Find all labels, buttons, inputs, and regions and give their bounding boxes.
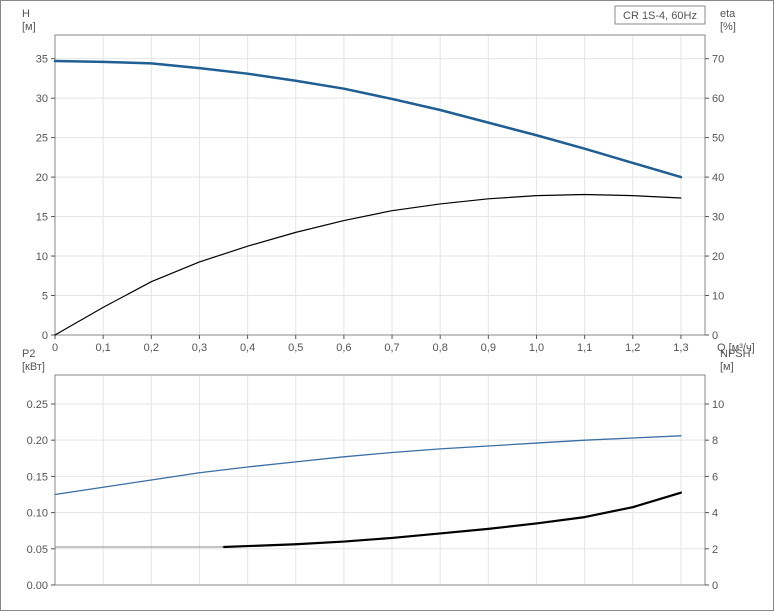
- tick-label-left: 5: [42, 291, 48, 303]
- tick-label-x: 0,5: [288, 342, 303, 354]
- tick-label-right: 30: [712, 212, 724, 224]
- axis-label-right: eta[%]: [720, 8, 736, 33]
- tick-label-left: 0.05: [27, 544, 48, 556]
- tick-label-x: 0,8: [433, 342, 448, 354]
- tick-label-x: 0,2: [144, 342, 159, 354]
- tick-label-left: 15: [36, 212, 48, 224]
- tick-label-left: 10: [36, 251, 48, 263]
- tick-label-right: 60: [712, 93, 724, 105]
- tick-label-x: 0,3: [192, 342, 207, 354]
- tick-label-left: 0.00: [27, 580, 48, 592]
- pump-curve-chart: 05101520253035010203040506070H[м]eta[%]0…: [0, 0, 774, 611]
- tick-label-right: 20: [712, 251, 724, 263]
- tick-label-x: 1,0: [529, 342, 544, 354]
- tick-label-x: 1,3: [673, 342, 688, 354]
- tick-label-left: 0: [42, 330, 48, 342]
- tick-label-right: 70: [712, 54, 724, 66]
- tick-label-right: 4: [712, 508, 718, 520]
- tick-label-x: 0,9: [481, 342, 496, 354]
- tick-label-x: 1,2: [625, 342, 640, 354]
- tick-label-right: 6: [712, 471, 718, 483]
- tick-label-left: 35: [36, 54, 48, 66]
- tick-label-right: 0: [712, 330, 718, 342]
- tick-label-left: 20: [36, 172, 48, 184]
- plot-area: [55, 35, 705, 335]
- tick-label-x: 0,4: [240, 342, 255, 354]
- tick-label-x: 0,1: [95, 342, 110, 354]
- tick-label-right: 10: [712, 399, 724, 411]
- tick-label-x: 1,1: [577, 342, 592, 354]
- tick-label-right: 0: [712, 580, 718, 592]
- tick-label-left: 0.15: [27, 471, 48, 483]
- tick-label-left: 0.10: [27, 508, 48, 520]
- tick-label-left: 25: [36, 133, 48, 145]
- tick-label-right: 10: [712, 291, 724, 303]
- tick-label-x: 0,6: [336, 342, 351, 354]
- tick-label-left: 0.25: [27, 399, 48, 411]
- tick-label-right: 2: [712, 544, 718, 556]
- tick-label-left: 30: [36, 93, 48, 105]
- tick-label-right: 50: [712, 133, 724, 145]
- tick-label-x: 0: [52, 342, 58, 354]
- tick-label-right: 40: [712, 172, 724, 184]
- tick-label-x: 0,7: [384, 342, 399, 354]
- chart-title: CR 1S-4, 60Hz: [623, 10, 697, 22]
- tick-label-left: 0.20: [27, 435, 48, 447]
- tick-label-right: 8: [712, 435, 718, 447]
